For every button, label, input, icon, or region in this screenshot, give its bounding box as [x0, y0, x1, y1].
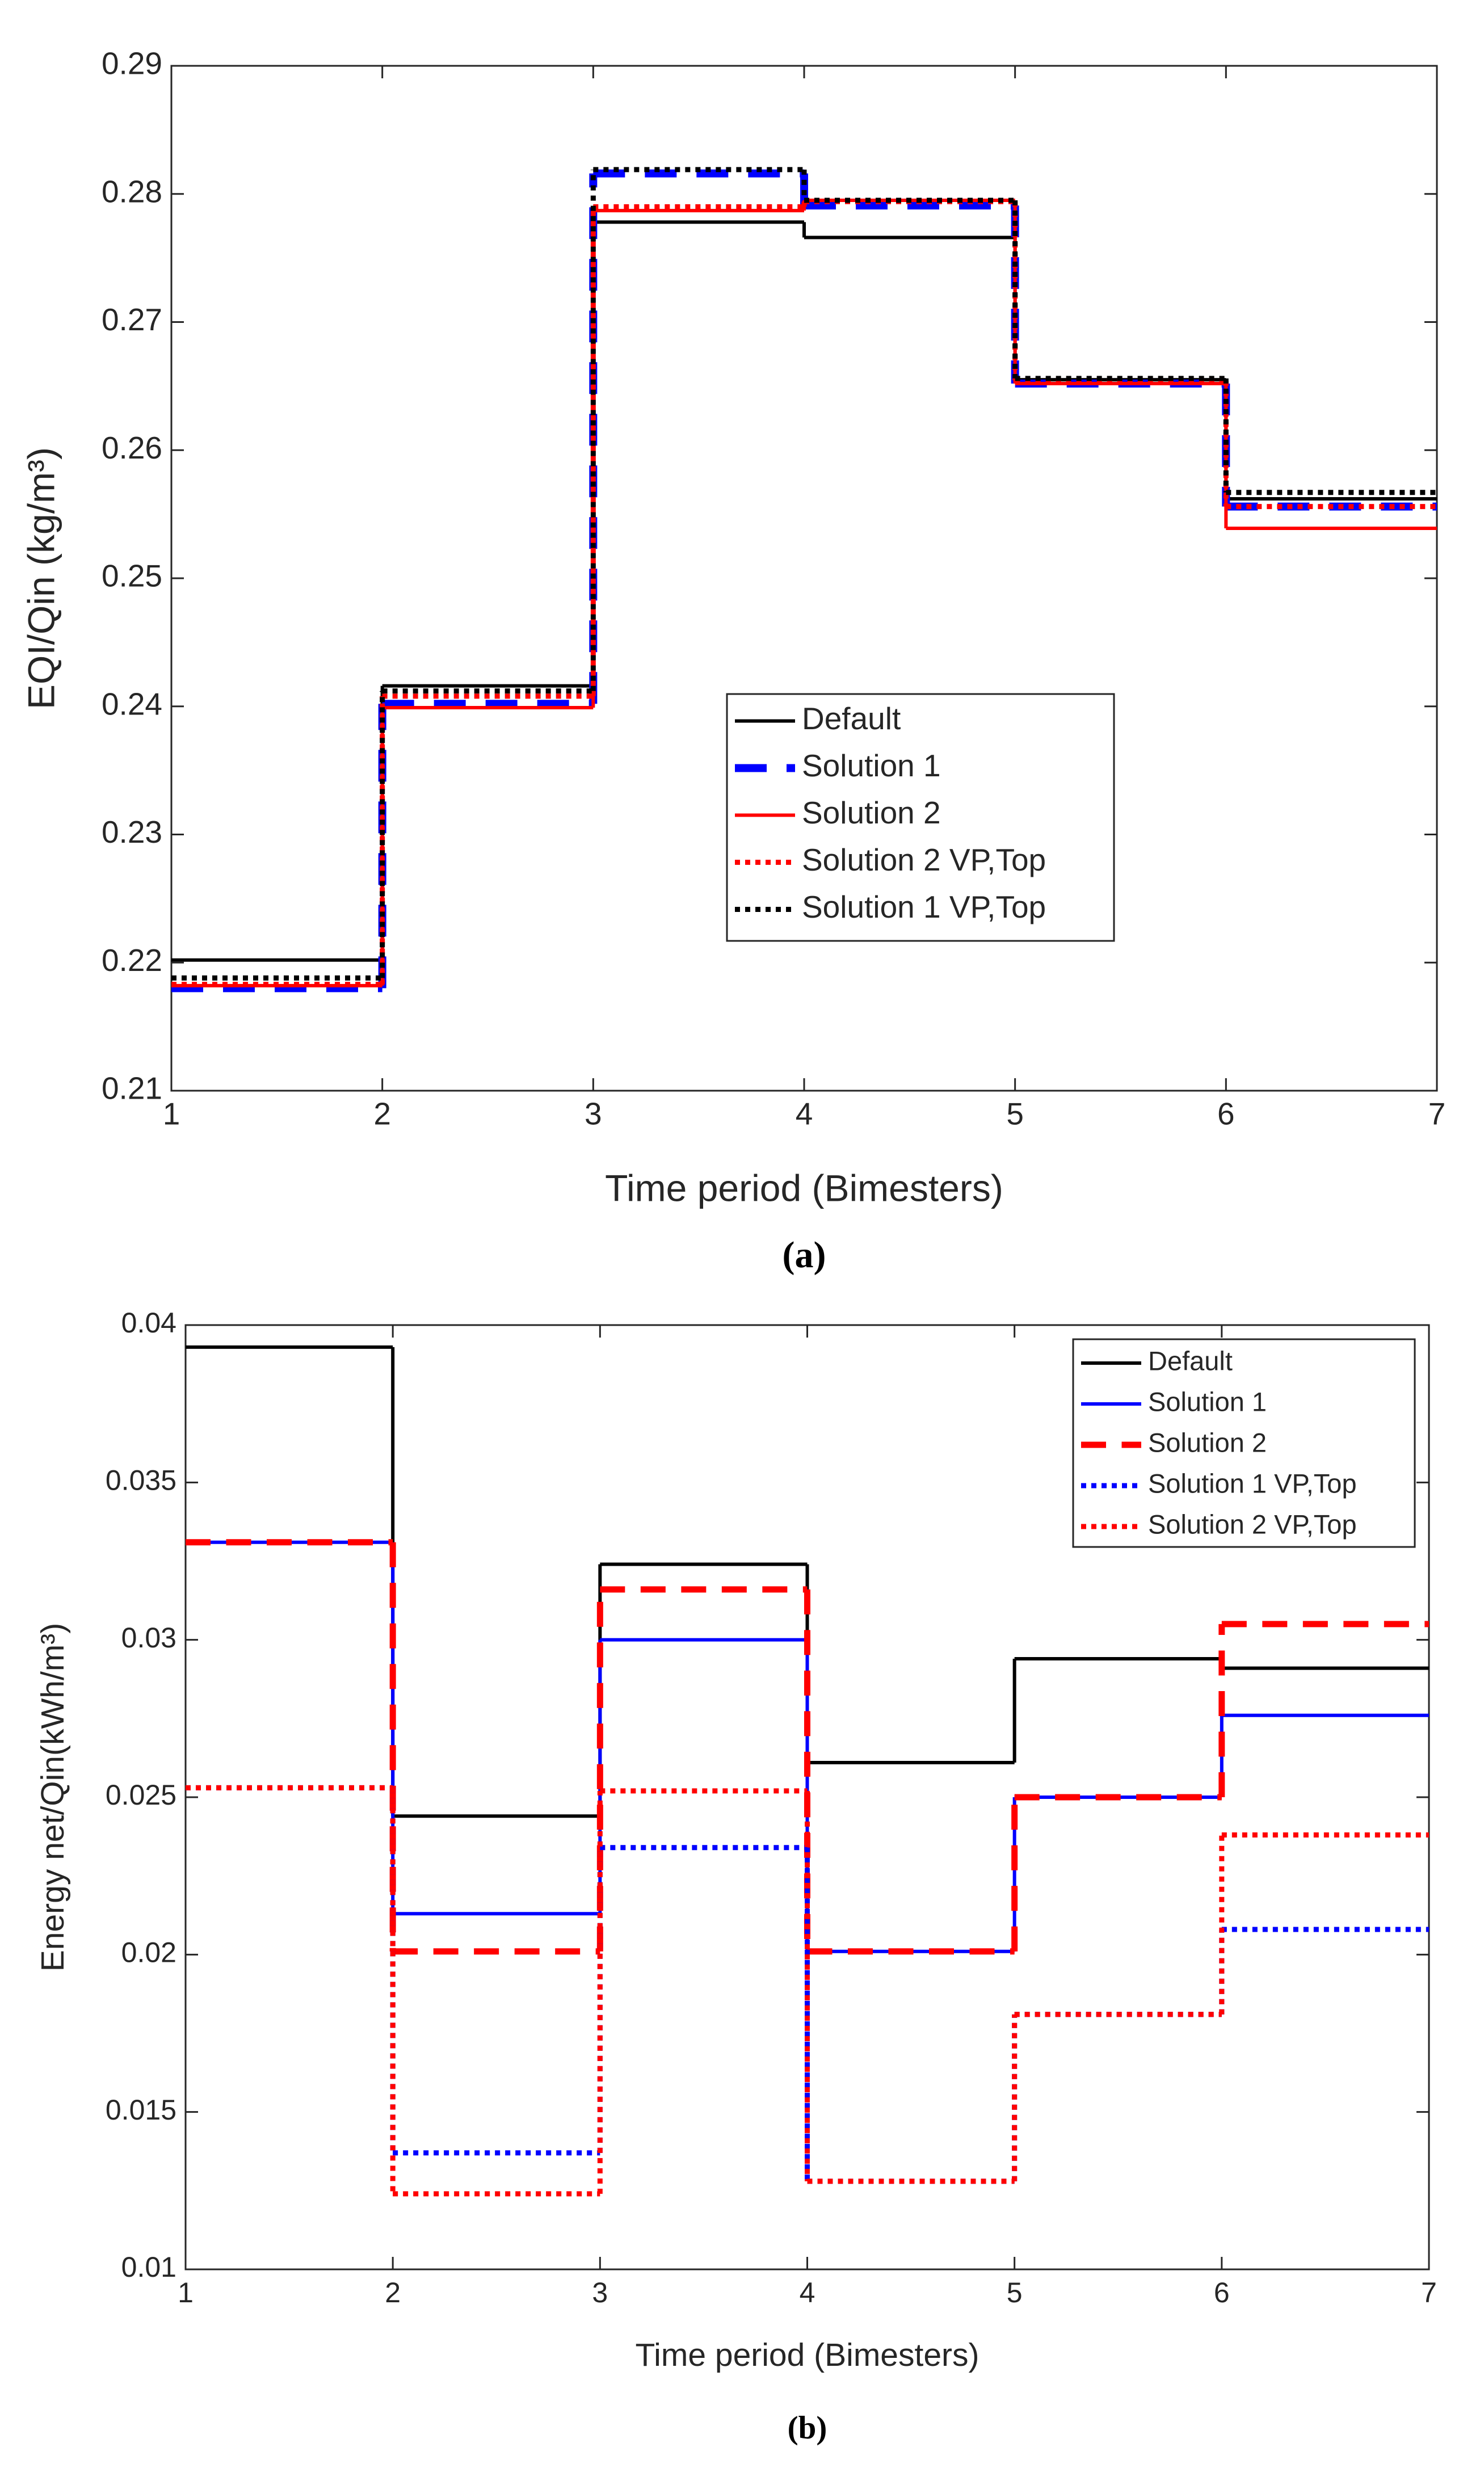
y-tick-label: 0.27 [102, 302, 162, 337]
x-tick-label: 6 [1214, 2277, 1230, 2309]
x-tick-label: 2 [373, 1096, 391, 1132]
y-tick-label: 0.24 [102, 686, 162, 721]
caption: (a) [783, 1234, 826, 1276]
legend-label: Default [1148, 1345, 1233, 1376]
x-tick-label: 7 [1428, 1096, 1446, 1132]
legend-label: Solution 1 [1148, 1386, 1267, 1416]
y-tick-label: 0.22 [102, 943, 162, 978]
y-tick-label: 0.28 [102, 174, 162, 209]
y-axis-label: EQI/Qin (kg/m³) [20, 447, 62, 709]
caption: (b) [788, 2410, 827, 2446]
y-tick-label: 0.21 [102, 1071, 162, 1106]
x-tick-label: 1 [163, 1096, 180, 1132]
y-tick-label: 0.29 [102, 46, 162, 81]
x-tick-label: 4 [800, 2277, 815, 2309]
y-tick-label: 0.025 [106, 1779, 176, 1811]
x-tick-label: 5 [1007, 2277, 1023, 2309]
legend-label: Solution 2 VP,Top [1148, 1509, 1357, 1539]
x-tick-label: 2 [385, 2277, 401, 2309]
y-axis-label: Energy net/Qin(kWh/m³) [35, 1623, 71, 1971]
x-tick-label: 4 [796, 1096, 813, 1132]
x-tick-label: 1 [178, 2277, 194, 2309]
y-tick-label: 0.035 [106, 1465, 176, 1496]
legend-label: Default [802, 701, 901, 736]
x-tick-label: 5 [1006, 1096, 1024, 1132]
x-tick-label: 3 [585, 1096, 602, 1132]
y-tick-label: 0.01 [121, 2251, 176, 2283]
legend-label: Solution 2 [1148, 1427, 1267, 1457]
y-tick-label: 0.02 [121, 1937, 176, 1969]
series [186, 1785, 1429, 2197]
x-axis-label: Time period (Bimesters) [605, 1167, 1003, 1209]
x-axis-label: Time period (Bimesters) [635, 2337, 979, 2373]
legend-box [726, 693, 1115, 942]
y-tick-label: 0.03 [121, 1622, 176, 1654]
y-tick-label: 0.015 [106, 2094, 176, 2126]
x-tick-label: 7 [1421, 2277, 1437, 2309]
x-tick-label: 6 [1217, 1096, 1235, 1132]
legend-label: Solution 1 [802, 748, 941, 783]
y-tick-label: 0.23 [102, 814, 162, 850]
y-tick-label: 0.04 [121, 1307, 176, 1339]
legend-label: Solution 1 VP,Top [1148, 1468, 1357, 1498]
y-tick-label: 0.26 [102, 430, 162, 465]
x-tick-label: 3 [592, 2277, 608, 2309]
legend-label: Solution 2 [802, 795, 941, 830]
series [171, 167, 1437, 981]
y-tick-label: 0.25 [102, 558, 162, 594]
legend-label: Solution 1 VP,Top [802, 889, 1046, 924]
legend-label: Solution 2 VP,Top [802, 842, 1046, 877]
